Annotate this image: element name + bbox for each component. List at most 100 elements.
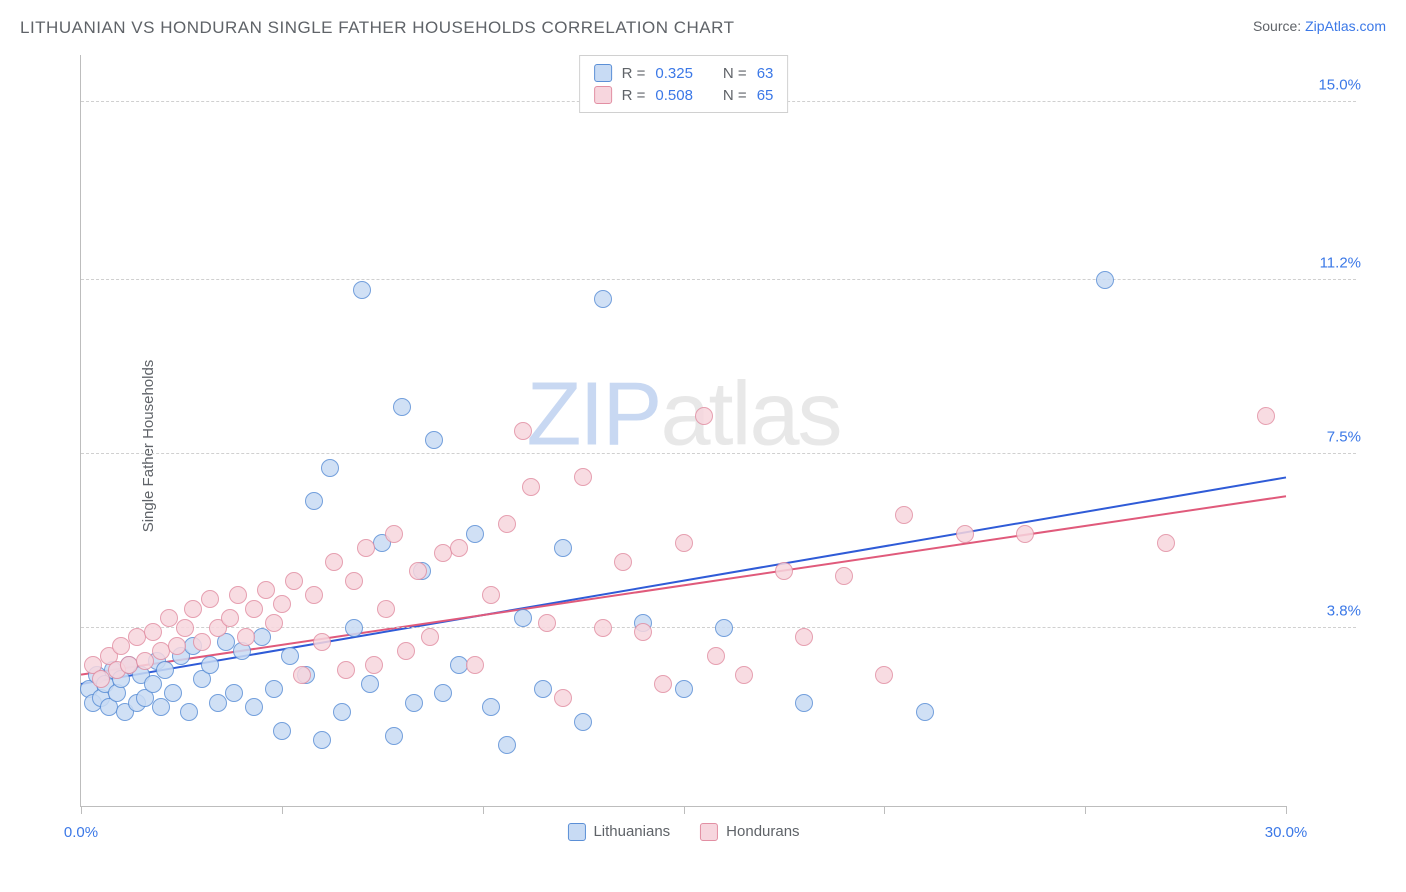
scatter-point [201,590,219,608]
scatter-point [675,680,693,698]
legend-r-label: R = [622,65,646,82]
scatter-point [112,637,130,655]
legend-stat-row: R =0.325N =63 [594,62,774,84]
scatter-point [273,595,291,613]
scatter-point [180,703,198,721]
scatter-point [397,642,415,660]
scatter-point [184,600,202,618]
y-tick-label: 3.8% [1327,602,1361,619]
legend-series-item: Lithuanians [567,823,670,841]
scatter-point [425,431,443,449]
legend-series-item: Hondurans [700,823,799,841]
x-tick [1286,806,1287,814]
scatter-point [1257,407,1275,425]
scatter-point [313,633,331,651]
legend-swatch [700,823,718,841]
scatter-point [466,525,484,543]
chart-title: LITHUANIAN VS HONDURAN SINGLE FATHER HOU… [20,18,735,38]
scatter-point [305,492,323,510]
scatter-point [225,684,243,702]
scatter-point [715,619,733,637]
scatter-point [285,572,303,590]
scatter-point [875,666,893,684]
scatter-point [377,600,395,618]
scatter-point [361,675,379,693]
scatter-point [345,619,363,637]
legend-n-label: N = [723,65,747,82]
scatter-point [209,694,227,712]
scatter-point [136,652,154,670]
scatter-point [498,515,516,533]
scatter-point [245,600,263,618]
scatter-point [1157,534,1175,552]
scatter-point [168,637,186,655]
scatter-point [265,614,283,632]
scatter-point [574,468,592,486]
scatter-point [450,539,468,557]
y-tick-label: 15.0% [1318,76,1361,93]
legend-r-value: 0.508 [655,87,693,104]
scatter-point [265,680,283,698]
legend-series: Lithuanians Hondurans [567,823,799,841]
scatter-point [522,478,540,496]
scatter-point [385,525,403,543]
scatter-point [775,562,793,580]
x-tick [282,806,283,814]
scatter-point [201,656,219,674]
legend-n-value: 65 [757,87,774,104]
legend-series-label: Lithuanians [593,823,670,840]
scatter-point [956,525,974,543]
scatter-point [152,698,170,716]
scatter-point [654,675,672,693]
scatter-point [466,656,484,674]
scatter-point [916,703,934,721]
x-tick [81,806,82,814]
chart-container: LITHUANIAN VS HONDURAN SINGLE FATHER HOU… [0,0,1406,892]
scatter-point [353,281,371,299]
scatter-point [176,619,194,637]
legend-n-value: 63 [757,65,774,82]
plot-wrapper: Single Father Households ZIPatlas R =0.3… [50,55,1366,837]
scatter-point [695,407,713,425]
legend-stat-row: R =0.508N =65 [594,84,774,106]
scatter-point [482,698,500,716]
gridline [81,279,1356,280]
scatter-point [345,572,363,590]
scatter-point [393,398,411,416]
y-tick-label: 7.5% [1327,428,1361,445]
scatter-point [156,661,174,679]
legend-swatch [594,86,612,104]
scatter-point [160,609,178,627]
scatter-point [237,628,255,646]
scatter-point [1096,271,1114,289]
scatter-point [514,609,532,627]
scatter-point [675,534,693,552]
scatter-point [538,614,556,632]
scatter-point [357,539,375,557]
scatter-point [835,567,853,585]
x-tick [884,806,885,814]
gridline [81,453,1356,454]
scatter-point [293,666,311,684]
scatter-point [245,698,263,716]
scatter-point [795,694,813,712]
scatter-point [795,628,813,646]
scatter-point [305,586,323,604]
y-tick-label: 11.2% [1320,255,1361,272]
source-link[interactable]: ZipAtlas.com [1305,18,1386,34]
x-tick [684,806,685,814]
x-tick-label: 0.0% [64,824,98,841]
scatter-point [325,553,343,571]
scatter-point [144,675,162,693]
scatter-point [229,586,247,604]
scatter-point [385,727,403,745]
scatter-point [273,722,291,740]
x-tick [483,806,484,814]
source-prefix: Source: [1253,18,1305,34]
scatter-point [313,731,331,749]
scatter-point [482,586,500,604]
scatter-point [707,647,725,665]
scatter-point [534,680,552,698]
scatter-point [634,623,652,641]
scatter-point [895,506,913,524]
